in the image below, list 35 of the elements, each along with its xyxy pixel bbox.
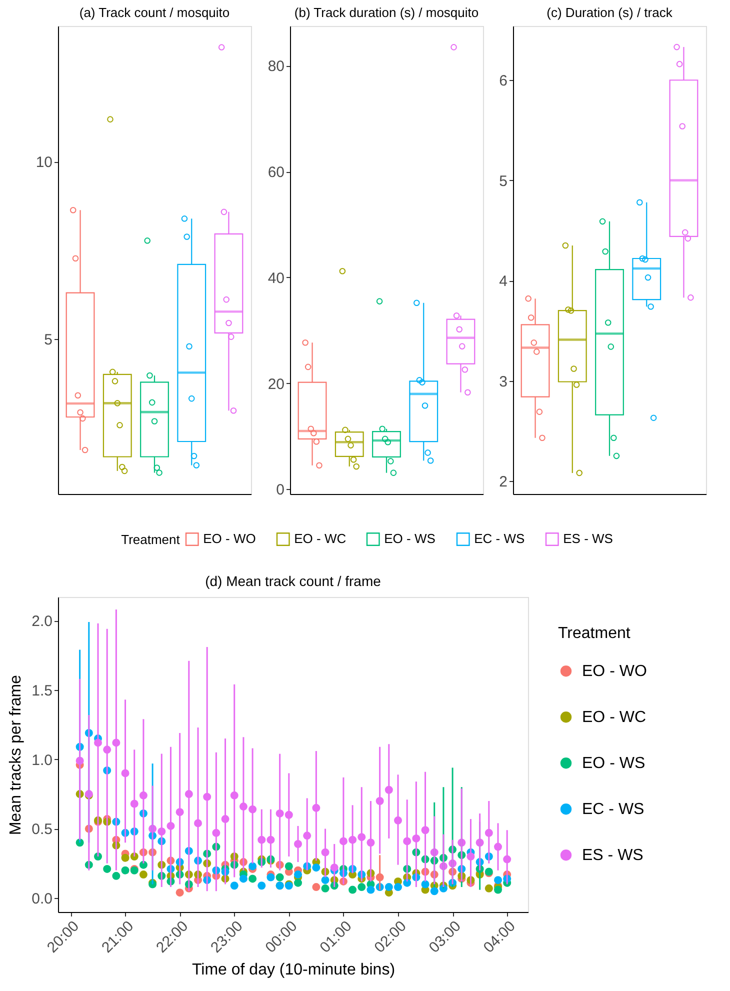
y-tick-label: 0.0	[32, 890, 52, 908]
chart-title: (a) Track count / mosquito	[79, 5, 230, 20]
y-tick-label: 3	[499, 373, 508, 390]
y-tick-label: 2	[499, 473, 508, 490]
legend-label: EO - WS	[582, 755, 646, 772]
legend-label: ES - WS	[582, 847, 644, 864]
legend-label: EC - WS	[582, 801, 644, 818]
chart-title: (d) Mean track count / frame	[205, 573, 382, 589]
legend-label: EO - WO	[203, 531, 256, 546]
y-tick-label: 5	[44, 331, 52, 348]
x-axis-title: Time of day (10-minute bins)	[192, 962, 396, 979]
y-tick-label: 0	[276, 482, 284, 499]
y-tick-label: 10	[36, 154, 52, 172]
y-tick-label: 1.5	[32, 682, 52, 700]
y-tick-label: 4	[499, 273, 508, 290]
y-tick-label: 2.0	[32, 613, 52, 630]
legend-label: ES - WS	[563, 531, 614, 546]
y-axis-title: Mean tracks per frame	[8, 674, 25, 836]
y-tick-label: 40	[268, 270, 284, 287]
legend-title: Treatment	[121, 532, 180, 547]
chart-title: (b) Track duration (s) / mosquito	[294, 5, 479, 20]
legend-label: EO - WS	[384, 531, 436, 546]
legend-label: EO - WC	[294, 531, 346, 546]
y-tick-label: 0.5	[32, 821, 52, 838]
y-tick-label: 5	[499, 172, 508, 190]
y-tick-label: 20	[268, 376, 284, 393]
legend-label: EO - WO	[582, 663, 647, 680]
y-tick-label: 1.0	[32, 752, 52, 769]
chart-title: (c) Duration (s) / track	[546, 5, 673, 20]
legend-label: EC - WS	[474, 531, 525, 546]
legend-label: EO - WC	[582, 709, 646, 726]
y-tick-label: 6	[499, 72, 508, 90]
legend-title: Treatment	[558, 625, 631, 642]
y-tick-label: 60	[268, 164, 284, 182]
y-tick-label: 80	[268, 58, 284, 76]
